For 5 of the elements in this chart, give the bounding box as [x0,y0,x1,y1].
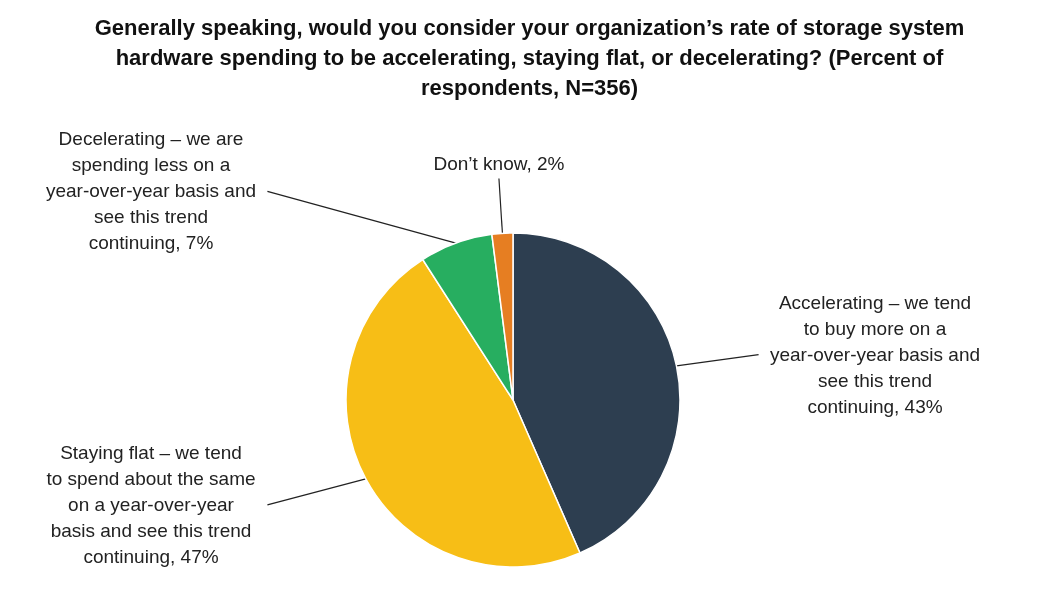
slice-label: Accelerating – we tend to buy more on a year-over-year basis and see this trend continuing, 43% [769,291,981,417]
slice-label: Don’t know, 2% [433,153,565,175]
slice-label: Staying flat – we tend to spend about the same on a year-over-year basis and see this trend continuing, 47% [46,441,256,567]
slice-label: Decelerating – we are spending less on a year-over-year basis and see this trend continuing, 7% [45,128,257,254]
chart-title: Generally speaking, would you consider your organization’s rate of storage system hardware spending to be accelerating, staying flat, or decelerating? (Percent of respondents, N=356) [94,15,965,100]
